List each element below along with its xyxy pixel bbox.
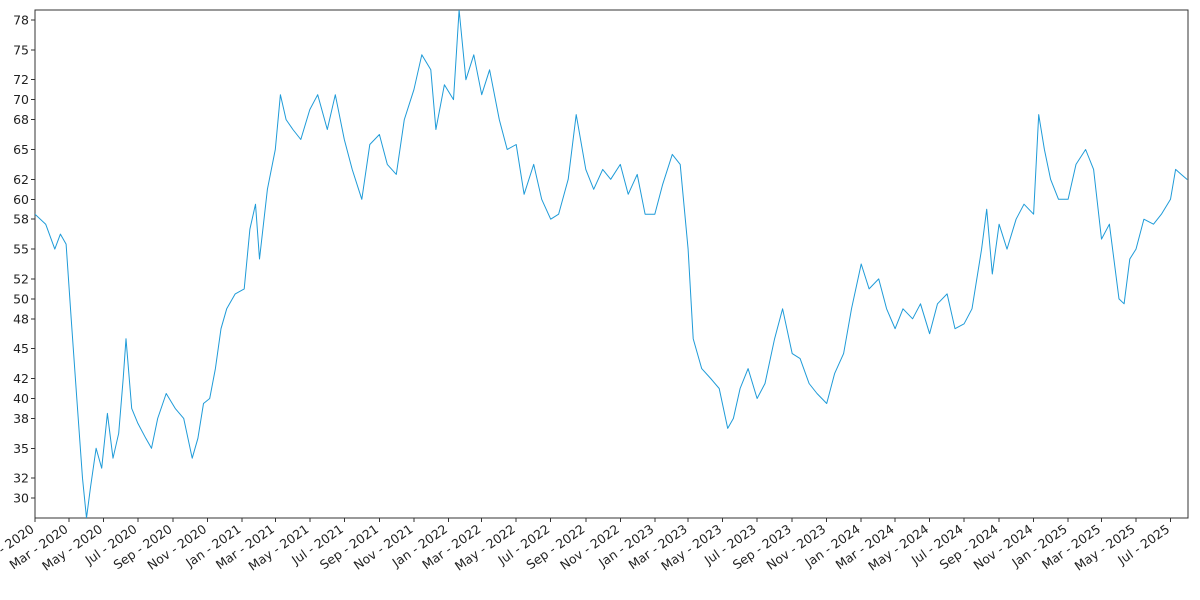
- y-tick-label: 78: [13, 12, 29, 27]
- y-tick-label: 55: [13, 242, 29, 257]
- y-tick-label: 45: [13, 341, 29, 356]
- y-tick-label: 58: [13, 212, 29, 227]
- y-tick-label: 30: [13, 491, 29, 506]
- y-tick-label: 32: [13, 471, 29, 486]
- y-tick-label: 65: [13, 142, 29, 157]
- y-tick-label: 50: [13, 291, 29, 306]
- y-tick-label: 60: [13, 192, 29, 207]
- y-tick-label: 35: [13, 441, 29, 456]
- y-tick-label: 40: [13, 391, 29, 406]
- plot-frame: [34, 9, 1189, 519]
- y-tick-label: 48: [13, 311, 29, 326]
- y-tick-label: 52: [13, 271, 29, 286]
- y-tick-label: 42: [13, 371, 29, 386]
- y-tick-label: 75: [13, 42, 29, 57]
- y-tick-label: 72: [13, 72, 29, 87]
- y-tick-label: 68: [13, 112, 29, 127]
- y-tick-label: 62: [13, 172, 29, 187]
- y-tick-label: 38: [13, 411, 29, 426]
- series-line-0: [35, 10, 1188, 518]
- y-tick-label: 70: [13, 92, 29, 107]
- y-axis: 30 32 35 38 40 42 45 48 50 52 55 58 60 62 65 68 70 72 75 78: [13, 12, 35, 506]
- plot-area: [35, 10, 1188, 518]
